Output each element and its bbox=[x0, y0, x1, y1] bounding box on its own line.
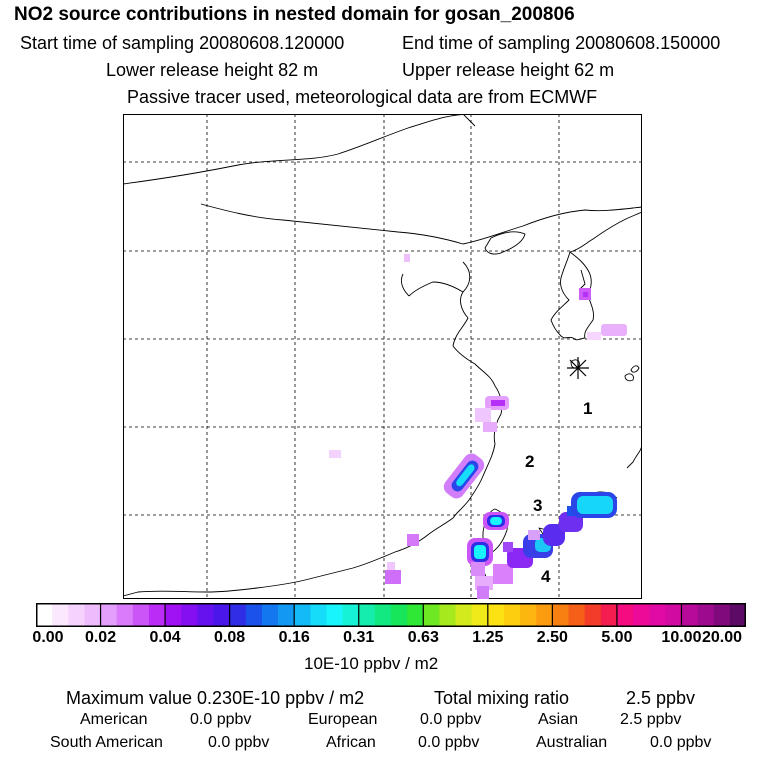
australian-value: 0.0 ppbv bbox=[650, 734, 712, 751]
colorbar-cell bbox=[245, 603, 263, 627]
colorbar-cell bbox=[100, 603, 118, 627]
african-label: African bbox=[326, 734, 376, 751]
colorbar-tick-label: 1.25 bbox=[472, 629, 504, 646]
colorbar-cell bbox=[439, 603, 457, 627]
asian-label: Asian bbox=[538, 711, 579, 728]
receptor-star-icon bbox=[567, 357, 589, 379]
colorbar-cell bbox=[68, 603, 86, 627]
colorbar-tick-label: 20.00 bbox=[701, 629, 743, 646]
colorbar-tick-label: 10.00 bbox=[661, 629, 702, 646]
concentration-field bbox=[329, 254, 627, 599]
map-label-3: 3 bbox=[533, 496, 542, 515]
colorbar-cell bbox=[326, 603, 344, 627]
colorbar-cell bbox=[616, 603, 634, 627]
colorbar-cell bbox=[520, 603, 537, 627]
map-label-4: 4 bbox=[541, 567, 551, 586]
total-mixing-ratio-label: Total mixing ratio bbox=[434, 688, 570, 708]
colorbar-cell bbox=[649, 603, 666, 627]
colorbar-cell bbox=[213, 603, 231, 627]
colorbar-cell bbox=[261, 603, 279, 627]
colorbar-cell bbox=[633, 603, 650, 627]
colorbar-tick-label: 0.08 bbox=[214, 629, 246, 646]
max-value: Maximum value 0.230E-10 ppbv / m2 bbox=[66, 688, 365, 708]
colorbar-cell bbox=[471, 603, 489, 627]
colorbar-tick-label: 5.00 bbox=[601, 629, 633, 646]
colorbar-cell bbox=[374, 603, 392, 627]
colorbar-cell bbox=[358, 603, 376, 627]
colorbar-cell bbox=[165, 603, 182, 627]
african-value: 0.0 ppbv bbox=[418, 734, 480, 751]
colorbar-cell bbox=[697, 603, 715, 627]
colorbar-cell bbox=[391, 603, 408, 627]
start-time-label: Start time of sampling 20080608.120000 bbox=[20, 33, 345, 53]
colorbar-cell bbox=[116, 603, 134, 627]
colorbar-tick-label: 0.04 bbox=[149, 629, 181, 646]
upper-release-height: Upper release height 62 m bbox=[402, 60, 615, 80]
colorbar-cell bbox=[407, 603, 424, 627]
colorbar-cell bbox=[294, 603, 311, 627]
colorbar-cell bbox=[278, 603, 295, 627]
european-label: European bbox=[308, 711, 378, 728]
end-time-label: End time of sampling 20080608.150000 bbox=[402, 33, 721, 53]
colorbar-tick-label: 0.02 bbox=[84, 629, 117, 646]
colorbar-tick-label: 0.31 bbox=[343, 629, 375, 646]
colorbar-cell bbox=[52, 603, 69, 627]
colorbar-tick-label: 0.00 bbox=[32, 629, 64, 646]
colorbar-cell bbox=[132, 603, 150, 627]
colorbar-cell bbox=[342, 603, 360, 627]
colorbar-cell bbox=[681, 603, 699, 627]
colorbar-cell bbox=[148, 603, 166, 627]
south-american-value: 0.0 ppbv bbox=[208, 734, 270, 751]
plot-title: NO2 source contributions in nested domai… bbox=[14, 4, 575, 25]
map-label-1: 1 bbox=[583, 399, 592, 418]
tracer-note: Passive tracer used, meteorological data… bbox=[127, 87, 598, 107]
colorbar-cell bbox=[552, 603, 570, 627]
map-label-2: 2 bbox=[525, 452, 534, 471]
colorbar-cell bbox=[423, 603, 441, 627]
colorbar-cell bbox=[487, 603, 505, 627]
map-frame bbox=[123, 114, 642, 599]
australian-label: Australian bbox=[536, 734, 608, 751]
colorbar-cell bbox=[665, 603, 683, 627]
colorbar-tick-label: 0.16 bbox=[278, 629, 310, 646]
colorbar bbox=[36, 603, 746, 627]
colorbar-cell bbox=[568, 603, 586, 627]
total-mixing-ratio-value: 2.5 ppbv bbox=[626, 688, 696, 708]
colorbar-unit: 10E-10 ppbv / m2 bbox=[304, 654, 439, 673]
colorbar-cell bbox=[36, 603, 53, 627]
colorbar-cell bbox=[197, 603, 215, 627]
colorbar-cell bbox=[455, 603, 473, 627]
colorbar-tick-label: 0.63 bbox=[407, 629, 439, 646]
colorbar-cell bbox=[310, 603, 328, 627]
colorbar-cell bbox=[713, 603, 731, 627]
colorbar-cell bbox=[84, 603, 102, 627]
south-american-label: South American bbox=[50, 734, 163, 751]
colorbar-cell bbox=[181, 603, 198, 627]
colorbar-cell bbox=[503, 603, 521, 627]
map-panel: 1 2 3 4 bbox=[123, 114, 642, 599]
graticule bbox=[123, 114, 642, 599]
colorbar-cell bbox=[729, 603, 746, 627]
american-value: 0.0 ppbv bbox=[190, 711, 252, 728]
american-label: American bbox=[80, 711, 148, 728]
colorbar-tick-label: 2.50 bbox=[536, 629, 568, 646]
colorbar-cell bbox=[600, 603, 618, 627]
european-value: 0.0 ppbv bbox=[420, 711, 482, 728]
asian-value: 2.5 ppbv bbox=[620, 711, 682, 728]
lower-release-height: Lower release height 82 m bbox=[106, 60, 319, 80]
colorbar-cell bbox=[229, 603, 247, 627]
colorbar-cell bbox=[584, 603, 602, 627]
colorbar-cell bbox=[536, 603, 553, 627]
